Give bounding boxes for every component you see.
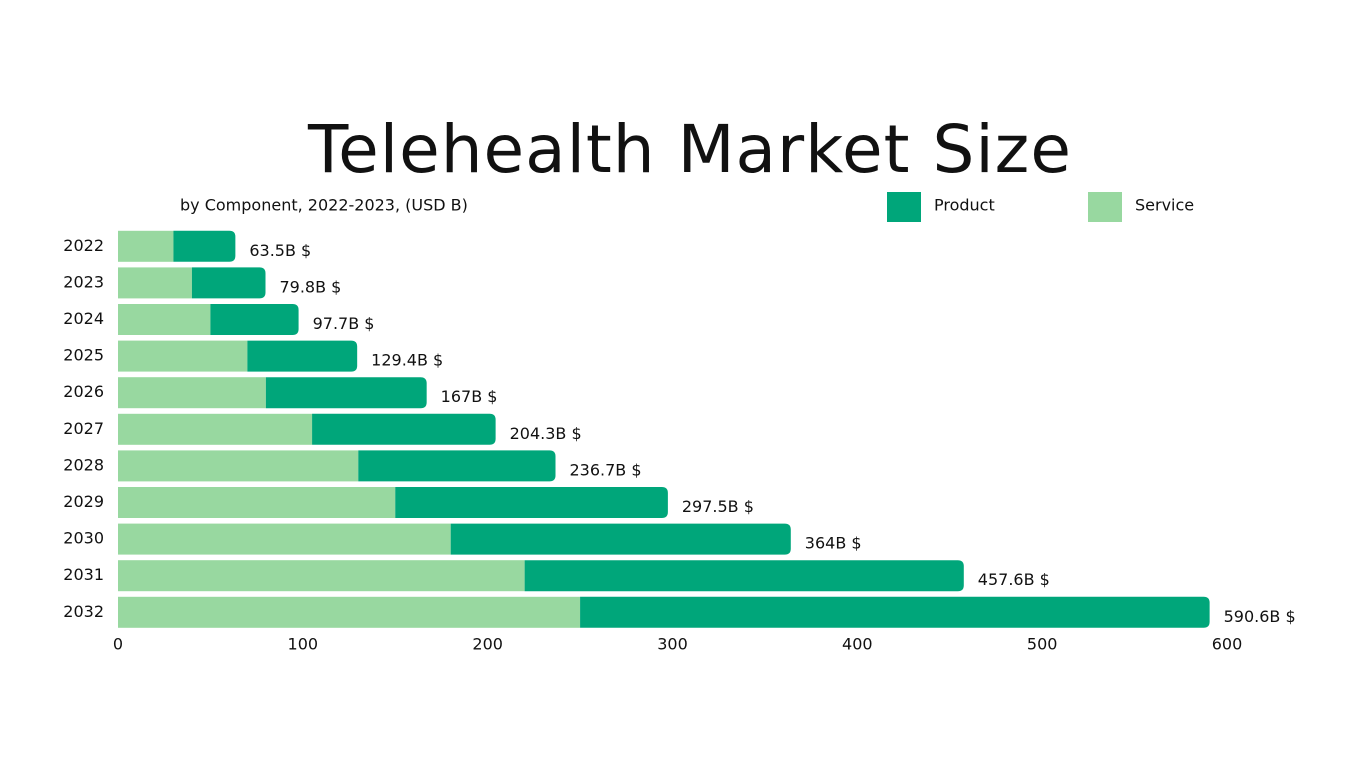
legend-label: Service <box>1135 196 1194 215</box>
y-tick-label: 2030 <box>63 529 104 548</box>
bar-segment <box>118 304 211 335</box>
legend-swatch <box>887 192 921 222</box>
legend-swatch <box>1088 192 1122 222</box>
bar-segment <box>118 596 581 628</box>
bar-segment <box>118 377 266 409</box>
y-tick-label: 2028 <box>63 455 104 474</box>
bar-segment <box>247 340 358 372</box>
bar-segment <box>395 487 668 518</box>
total-label: 63.5B $ <box>249 241 311 260</box>
total-label: 297.5B $ <box>682 497 754 516</box>
bar-segment <box>524 560 964 592</box>
bar-segment <box>312 413 496 445</box>
x-tick-label: 100 <box>288 635 319 654</box>
bar-segment <box>118 340 248 372</box>
y-tick-label: 2027 <box>63 419 104 438</box>
x-tick-label: 300 <box>657 635 688 654</box>
total-label: 79.8B $ <box>279 277 341 296</box>
legend-label: Product <box>934 196 995 215</box>
y-tick-label: 2031 <box>63 565 104 584</box>
bar-segment <box>265 377 427 409</box>
chart-subtitle: by Component, 2022-2023, (USD B) <box>180 196 468 215</box>
x-tick-label: 0 <box>113 635 123 654</box>
bar-segment <box>191 267 266 299</box>
total-label: 129.4B $ <box>371 351 443 370</box>
total-label: 236.7B $ <box>570 460 642 479</box>
total-label: 457.6B $ <box>978 570 1050 589</box>
y-tick-label: 2024 <box>63 309 104 328</box>
bar-segment <box>118 560 525 592</box>
total-label: 364B $ <box>805 534 862 553</box>
total-label: 590.6B $ <box>1224 607 1296 626</box>
bar-segment <box>118 267 192 299</box>
bar-segment <box>358 450 556 482</box>
total-label: 204.3B $ <box>510 424 582 443</box>
y-tick-label: 2025 <box>63 346 104 365</box>
y-tick-label: 2026 <box>63 382 104 401</box>
chart-title: Telehealth Market Size <box>307 111 1072 188</box>
bar-segment <box>580 596 1210 628</box>
bar-segment <box>118 523 451 555</box>
bar-segment <box>118 230 174 262</box>
x-tick-label: 500 <box>1027 635 1058 654</box>
y-tick-label: 2023 <box>63 272 104 291</box>
x-tick-label: 200 <box>472 635 503 654</box>
total-label: 97.7B $ <box>313 314 375 333</box>
y-tick-label: 2029 <box>63 492 104 511</box>
x-tick-label: 600 <box>1212 635 1243 654</box>
bar-segment <box>118 413 313 445</box>
y-tick-label: 2032 <box>63 602 104 621</box>
total-label: 167B $ <box>441 387 498 406</box>
x-tick-label: 400 <box>842 635 873 654</box>
bar-segment <box>450 523 791 555</box>
y-tick-label: 2022 <box>63 236 104 255</box>
bar-segment <box>118 487 396 518</box>
bar-segment <box>173 230 236 262</box>
bar-segment <box>210 304 299 335</box>
bar-segment <box>118 450 359 482</box>
